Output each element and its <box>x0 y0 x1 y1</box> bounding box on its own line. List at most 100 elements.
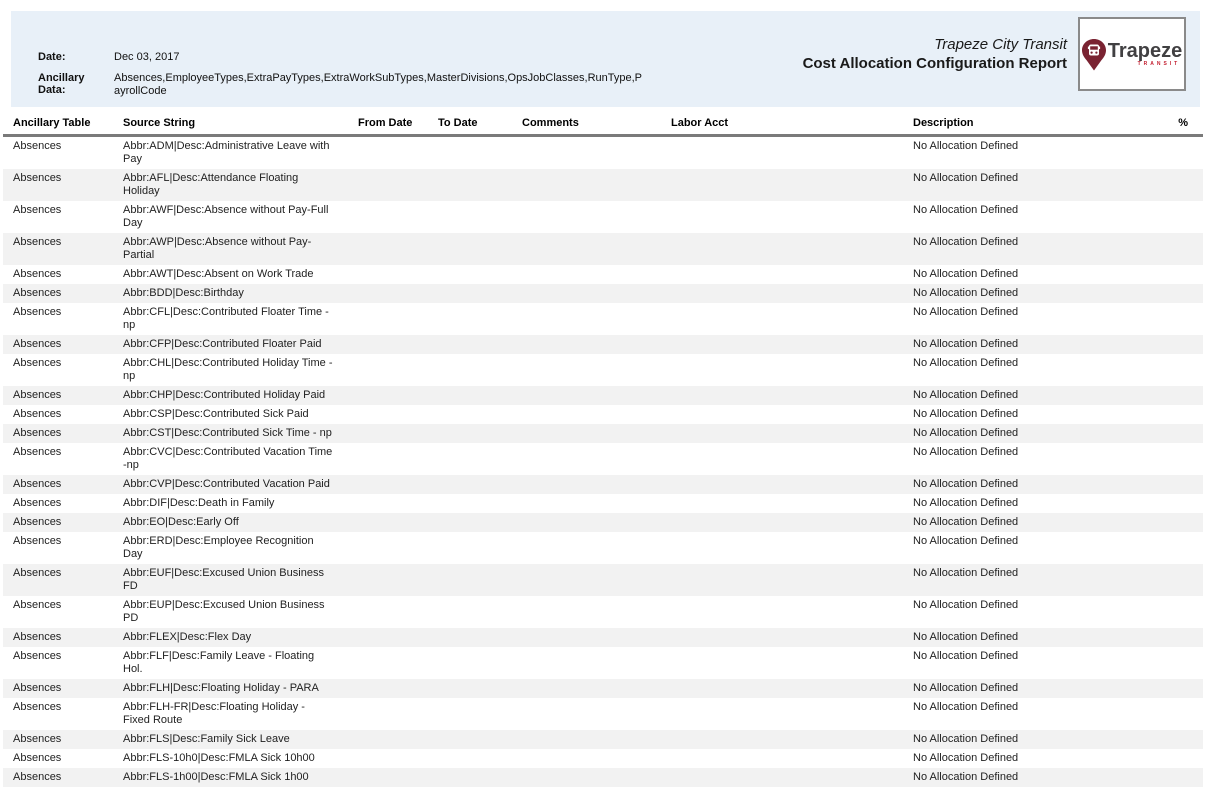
cell-from_date <box>355 335 435 354</box>
cell-comments <box>519 513 668 532</box>
table-row: Absences Abbr:ADM|Desc:Administrative Lea… <box>3 136 1203 170</box>
cell-comments <box>519 335 668 354</box>
table-row: Absences Abbr:FLS-1h00|Desc:FMLA Sick 1h0… <box>3 768 1203 787</box>
cell-description: No Allocation Defined <box>913 338 1019 350</box>
cell-source_string: Abbr:ADM|Desc:Administrative Leave with … <box>123 140 330 165</box>
cell-percent <box>1143 494 1203 513</box>
cell-labor_acct <box>668 136 910 170</box>
cell-ancillary_table: Absences <box>13 567 62 579</box>
cell-to_date <box>435 354 519 386</box>
cell-from_date <box>355 354 435 386</box>
cell-source_string: Abbr:FLH|Desc:Floating Holiday - PARA <box>123 682 319 694</box>
cell-ancillary_table: Absences <box>13 306 62 318</box>
cell-percent <box>1143 284 1203 303</box>
cell-to_date <box>435 265 519 284</box>
logo-brand-text: Trapeze <box>1107 40 1183 62</box>
ancillary-data-row: Ancillary Data: Absences,EmployeeTypes,E… <box>38 72 644 99</box>
cell-ancillary_table: Absences <box>13 140 62 152</box>
cell-percent <box>1143 233 1203 265</box>
cell-labor_acct <box>668 233 910 265</box>
cell-percent <box>1143 136 1203 170</box>
agency-name: Trapeze City Transit <box>934 36 1067 53</box>
cell-comments <box>519 284 668 303</box>
logo-transit-text: TRANSIT <box>1137 61 1181 67</box>
table-row: Absences Abbr:FLS-10h0|Desc:FMLA Sick 10h… <box>3 749 1203 768</box>
cell-ancillary_table: Absences <box>13 357 62 369</box>
table-row: Absences Abbr:DIF|Desc:Death in Family No … <box>3 494 1203 513</box>
cell-comments <box>519 494 668 513</box>
cell-percent <box>1143 335 1203 354</box>
cell-ancillary_table: Absences <box>13 446 62 458</box>
cell-to_date <box>435 169 519 201</box>
cell-from_date <box>355 136 435 170</box>
cell-from_date <box>355 386 435 405</box>
cell-to_date <box>435 768 519 787</box>
cell-percent <box>1143 730 1203 749</box>
cell-ancillary_table: Absences <box>13 268 62 280</box>
cell-from_date <box>355 730 435 749</box>
cell-description: No Allocation Defined <box>913 516 1019 528</box>
cell-percent <box>1143 475 1203 494</box>
table-row: Absences Abbr:EO|Desc:Early Off No Allocat… <box>3 513 1203 532</box>
cell-percent <box>1143 386 1203 405</box>
cell-ancillary_table: Absences <box>13 204 62 216</box>
cell-to_date <box>435 303 519 335</box>
cell-percent <box>1143 169 1203 201</box>
cell-from_date <box>355 749 435 768</box>
cell-percent <box>1143 424 1203 443</box>
cell-source_string: Abbr:CST|Desc:Contributed Sick Time - np <box>123 427 332 439</box>
cell-description: No Allocation Defined <box>913 140 1019 152</box>
cell-to_date <box>435 628 519 647</box>
cell-source_string: Abbr:ERD|Desc:Employee Recognition Day <box>123 535 314 560</box>
table-row: Absences Abbr:CVP|Desc:Contributed Vacati… <box>3 475 1203 494</box>
cell-description: No Allocation Defined <box>913 427 1019 439</box>
cell-from_date <box>355 647 435 679</box>
table-row: Absences Abbr:CSP|Desc:Contributed Sick P… <box>3 405 1203 424</box>
cell-to_date <box>435 513 519 532</box>
cell-ancillary_table: Absences <box>13 535 62 547</box>
cell-from_date <box>355 201 435 233</box>
cell-ancillary_table: Absences <box>13 701 62 713</box>
cell-from_date <box>355 494 435 513</box>
cell-to_date <box>435 443 519 475</box>
table-row: Absences Abbr:ERD|Desc:Employee Recogniti… <box>3 532 1203 564</box>
cell-description: No Allocation Defined <box>913 567 1019 579</box>
cell-to_date <box>435 749 519 768</box>
cell-comments <box>519 596 668 628</box>
cell-description: No Allocation Defined <box>913 204 1019 216</box>
cell-to_date <box>435 475 519 494</box>
cell-from_date <box>355 564 435 596</box>
cell-labor_acct <box>668 730 910 749</box>
cell-labor_acct <box>668 749 910 768</box>
cell-source_string: Abbr:CFL|Desc:Contributed Floater Time -… <box>123 306 329 331</box>
cell-comments <box>519 386 668 405</box>
cell-source_string: Abbr:EUP|Desc:Excused Union Business PD <box>123 599 325 624</box>
table-row: Absences Abbr:AWP|Desc:Absence without Pa… <box>3 233 1203 265</box>
cell-description: No Allocation Defined <box>913 497 1019 509</box>
cell-labor_acct <box>668 647 910 679</box>
table-row: Absences Abbr:FLF|Desc:Family Leave - Flo… <box>3 647 1203 679</box>
cell-percent <box>1143 647 1203 679</box>
cell-from_date <box>355 698 435 730</box>
cell-ancillary_table: Absences <box>13 287 62 299</box>
cell-ancillary_table: Absences <box>13 752 62 764</box>
cell-labor_acct <box>668 628 910 647</box>
cell-comments <box>519 749 668 768</box>
cell-source_string: Abbr:CVC|Desc:Contributed Vacation Time … <box>123 446 333 471</box>
cell-description: No Allocation Defined <box>913 650 1019 662</box>
column-header-4: Comments <box>519 112 668 137</box>
cell-from_date <box>355 628 435 647</box>
allocation-table: Ancillary Table Source String From Date To … <box>3 112 1203 787</box>
cell-source_string: Abbr:CHL|Desc:Contributed Holiday Time -… <box>123 357 333 382</box>
cell-description: No Allocation Defined <box>913 357 1019 369</box>
cell-labor_acct <box>668 265 910 284</box>
cell-ancillary_table: Absences <box>13 599 62 611</box>
cell-ancillary_table: Absences <box>13 631 62 643</box>
column-header-7: % <box>1143 112 1203 137</box>
cell-description: No Allocation Defined <box>913 535 1019 547</box>
cell-ancillary_table: Absences <box>13 389 62 401</box>
cell-comments <box>519 679 668 698</box>
cell-source_string: Abbr:FLEX|Desc:Flex Day <box>123 631 252 643</box>
cell-to_date <box>435 284 519 303</box>
